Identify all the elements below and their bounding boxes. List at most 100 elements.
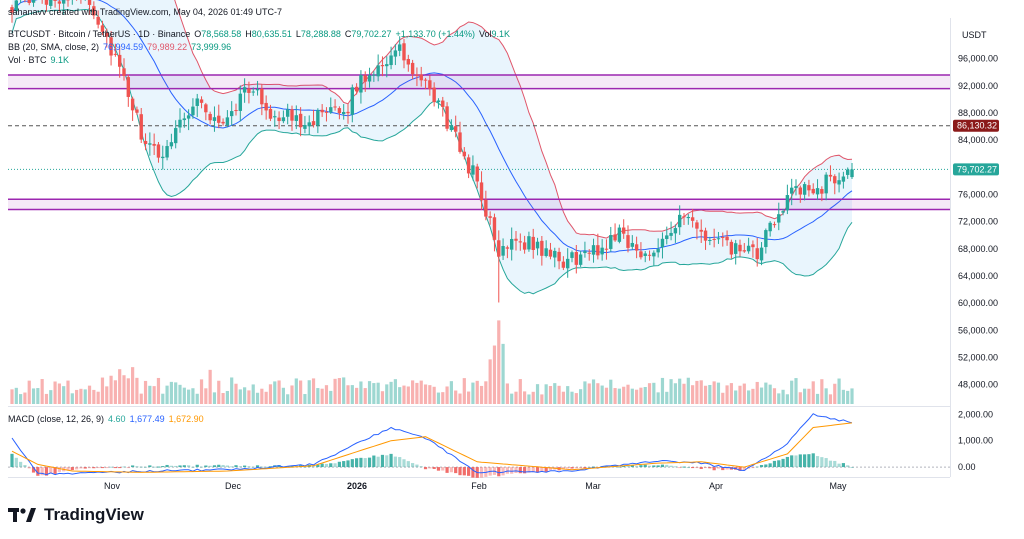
volume-bar xyxy=(708,384,712,404)
macd-legend[interactable]: MACD (close, 12, 26, 9) 4.60 1,677.49 1,672… xyxy=(8,414,208,425)
volume-bar xyxy=(221,393,225,404)
macd-histogram-bar xyxy=(350,459,354,468)
candle-body xyxy=(333,106,337,108)
candle xyxy=(208,111,212,125)
candle-body xyxy=(307,122,311,127)
axis-layer: 48,000.00 52,000.00 56,000.00 60,000.00 64,0… xyxy=(104,54,999,491)
volume-bar xyxy=(579,389,583,404)
bb-label: BB (20, SMA, close, 2) xyxy=(8,42,100,52)
candle xyxy=(505,245,510,259)
candle-body xyxy=(199,99,204,103)
candle-body xyxy=(820,189,824,194)
candle-body xyxy=(811,188,815,194)
tradingview-logo[interactable]: TradingView xyxy=(8,505,144,525)
volume-bar xyxy=(639,387,643,404)
macd-histogram-bar xyxy=(824,458,828,468)
candle-body xyxy=(453,126,458,132)
candle-body xyxy=(350,87,355,115)
candle-body xyxy=(759,247,764,261)
candle-body xyxy=(742,250,747,252)
candle-body xyxy=(225,117,230,126)
last-price-tag-bg xyxy=(953,163,999,176)
volume-bar xyxy=(273,381,277,404)
macd-histogram-bar xyxy=(221,464,225,468)
candle-body xyxy=(841,176,846,182)
macd-histogram-bar xyxy=(199,466,204,468)
candle-body xyxy=(475,166,479,182)
candle-body xyxy=(751,244,755,248)
candle-body xyxy=(703,230,708,241)
volume-bar xyxy=(277,380,281,404)
candle xyxy=(721,232,725,247)
volume-bar xyxy=(294,378,298,404)
volume-bar xyxy=(178,384,182,404)
volume-bar xyxy=(135,377,139,404)
symbol-label[interactable]: BTCUSDT · Bitcoin / TetherUS · 1D · Bina… xyxy=(8,29,191,39)
volume-bar xyxy=(122,375,126,404)
volume-bar xyxy=(66,380,70,404)
candle-body xyxy=(695,222,699,229)
volume-bar xyxy=(372,383,376,404)
candle-body xyxy=(182,118,187,121)
volume-bar xyxy=(815,393,820,404)
candle xyxy=(725,230,729,246)
volume-layer xyxy=(10,320,854,404)
macd-histogram-bar xyxy=(49,467,53,474)
bb-lower-line xyxy=(11,8,853,295)
candle-body xyxy=(87,0,92,5)
macd-signal-line xyxy=(11,422,853,473)
candle xyxy=(31,0,36,7)
macd-histogram-bar xyxy=(510,467,514,474)
volume-bar xyxy=(841,389,845,404)
macd-histogram-bar xyxy=(247,466,251,468)
candle-body xyxy=(376,65,380,77)
macd-histogram-bar xyxy=(23,465,27,468)
macd-histogram-bar xyxy=(811,453,815,468)
candle xyxy=(135,106,139,116)
candle xyxy=(126,74,131,107)
candle-body xyxy=(630,242,635,247)
macd-histogram-bar xyxy=(126,467,130,469)
macd-histogram-bar xyxy=(716,467,721,469)
candle-body xyxy=(781,211,785,213)
macd-histogram-bar xyxy=(639,465,643,468)
macd-histogram-bar xyxy=(174,465,178,468)
candle-body xyxy=(815,188,820,195)
candle xyxy=(182,112,187,128)
time-tick-label: Apr xyxy=(709,481,723,491)
macd-histogram-bar xyxy=(398,457,402,468)
volume-bar xyxy=(264,391,268,404)
candle-body xyxy=(238,93,243,111)
macd-histogram-bar xyxy=(712,467,716,471)
candle xyxy=(733,239,738,265)
macd-histogram-bar xyxy=(87,467,92,469)
candle xyxy=(122,58,126,81)
macd-histogram-bar xyxy=(44,467,49,476)
macd-histogram-bar xyxy=(191,466,195,468)
macd-histogram-bar xyxy=(738,467,742,471)
candle xyxy=(815,179,820,201)
volume-bar xyxy=(647,383,652,404)
candle-body xyxy=(462,151,467,157)
macd-histogram-bar xyxy=(759,465,764,468)
candle xyxy=(195,93,199,118)
price-tick-label: 88,000.00 xyxy=(958,108,998,118)
macd-histogram-bar xyxy=(841,463,845,468)
volume-legend[interactable]: Vol · BTC 9.1K xyxy=(8,55,73,66)
candle xyxy=(716,231,721,244)
reference-price-tag: 86,130.32 xyxy=(957,121,997,131)
candle xyxy=(561,256,566,271)
candle-body xyxy=(690,217,695,221)
bb-legend[interactable]: BB (20, SMA, close, 2) 76,994.59 79,989.22… xyxy=(8,42,235,53)
macd-histogram-bar xyxy=(617,466,621,468)
macd-histogram-bar xyxy=(156,466,161,468)
volume-bar xyxy=(820,379,824,404)
candle xyxy=(570,250,574,263)
candle-body xyxy=(458,132,462,152)
candle-body xyxy=(665,235,669,239)
macd-histogram-bar xyxy=(514,467,518,473)
macd-histogram-bar xyxy=(376,456,380,468)
macd-histogram-bar xyxy=(587,467,591,469)
candle-body xyxy=(44,0,49,5)
